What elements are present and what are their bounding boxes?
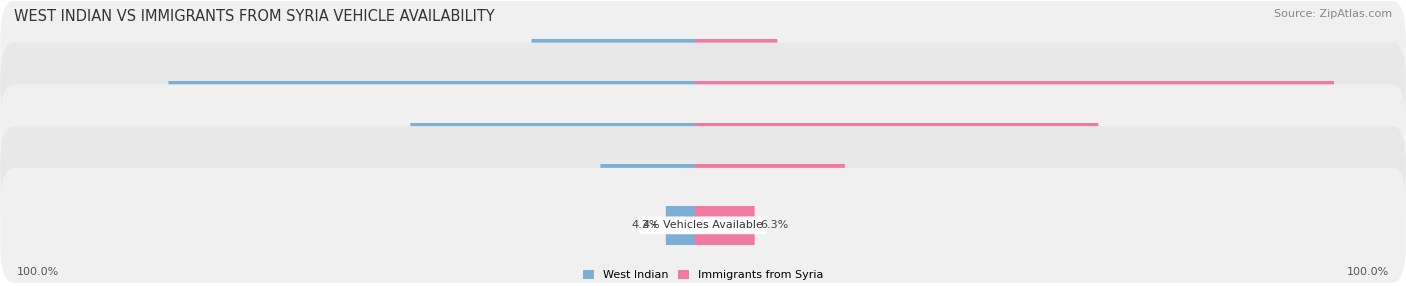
FancyBboxPatch shape: [695, 106, 1098, 178]
Text: 100.0%: 100.0%: [1347, 267, 1389, 277]
Text: 56.2%: 56.2%: [877, 137, 915, 147]
Text: 19.4%: 19.4%: [851, 179, 886, 188]
FancyBboxPatch shape: [695, 147, 845, 220]
Text: 23.7%: 23.7%: [491, 53, 526, 63]
Text: 6.3%: 6.3%: [761, 221, 789, 230]
Text: 13.7%: 13.7%: [560, 179, 595, 188]
FancyBboxPatch shape: [695, 64, 1334, 136]
Text: 1+ Vehicles Available: 1+ Vehicles Available: [643, 95, 763, 105]
FancyBboxPatch shape: [0, 43, 1406, 158]
Text: 4+ Vehicles Available: 4+ Vehicles Available: [643, 221, 763, 230]
Text: 76.4%: 76.4%: [420, 95, 460, 105]
Text: 4.2%: 4.2%: [631, 221, 661, 230]
FancyBboxPatch shape: [169, 64, 711, 136]
FancyBboxPatch shape: [0, 1, 1406, 116]
Text: 41.3%: 41.3%: [541, 137, 581, 147]
Text: No Vehicles Available: No Vehicles Available: [644, 53, 762, 63]
Text: 3+ Vehicles Available: 3+ Vehicles Available: [643, 179, 763, 188]
FancyBboxPatch shape: [600, 147, 711, 220]
Text: Source: ZipAtlas.com: Source: ZipAtlas.com: [1274, 9, 1392, 19]
FancyBboxPatch shape: [0, 168, 1406, 283]
FancyBboxPatch shape: [0, 126, 1406, 241]
Text: 90.4%: 90.4%: [995, 95, 1033, 105]
FancyBboxPatch shape: [695, 189, 755, 262]
FancyBboxPatch shape: [0, 84, 1406, 199]
Legend: West Indian, Immigrants from Syria: West Indian, Immigrants from Syria: [583, 270, 823, 281]
Text: 2+ Vehicles Available: 2+ Vehicles Available: [643, 137, 763, 147]
FancyBboxPatch shape: [666, 189, 711, 262]
FancyBboxPatch shape: [695, 22, 778, 95]
Text: WEST INDIAN VS IMMIGRANTS FROM SYRIA VEHICLE AVAILABILITY: WEST INDIAN VS IMMIGRANTS FROM SYRIA VEH…: [14, 9, 495, 23]
FancyBboxPatch shape: [411, 106, 711, 178]
Text: 9.6%: 9.6%: [783, 53, 811, 63]
FancyBboxPatch shape: [531, 22, 711, 95]
Text: 100.0%: 100.0%: [17, 267, 59, 277]
